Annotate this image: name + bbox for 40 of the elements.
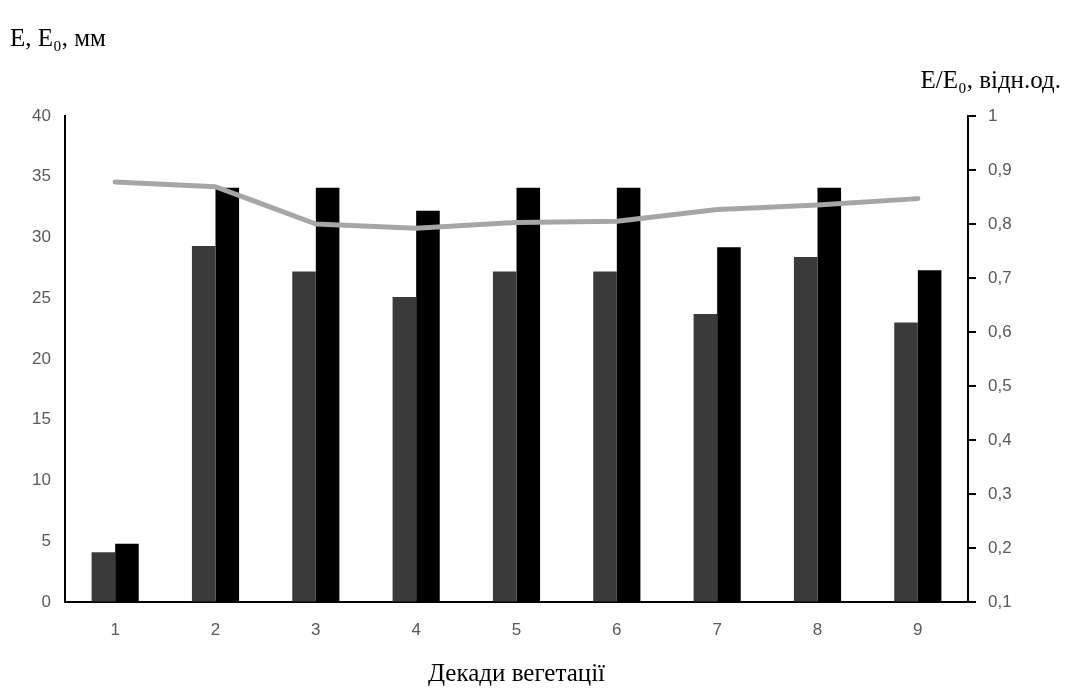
y2-tick-label: 0,4 (988, 429, 1012, 449)
y2-tick-label: 0,8 (988, 213, 1012, 233)
y2-tick-label: 0,5 (988, 375, 1012, 395)
y-tick-label: 0 (41, 591, 51, 611)
x-tick-label: 5 (511, 619, 522, 639)
y2-tick-label: 0,9 (988, 159, 1012, 179)
y-tick-label: 20 (32, 348, 51, 368)
bar (292, 271, 316, 602)
bar (492, 271, 517, 602)
y2-axis-title: E/E₀, відн.од. (920, 66, 1061, 94)
y-tick-label: 10 (32, 470, 51, 490)
y-tick-label: 35 (32, 166, 51, 186)
bar (392, 297, 417, 602)
y-axis-title: E, E₀, мм (10, 24, 106, 52)
bar (191, 246, 216, 602)
y-tick-label: 40 (32, 105, 51, 125)
x-tick-label: 3 (311, 619, 321, 639)
x-tick-label: 9 (913, 619, 923, 639)
x-tick-label: 1 (110, 619, 120, 639)
x-tick-label: 8 (812, 619, 823, 639)
x-tick-label: 2 (210, 619, 221, 639)
y2-tick-label: 0,2 (988, 537, 1012, 557)
y2-tick-label: 0,7 (988, 267, 1012, 287)
bar (693, 314, 718, 602)
x-tick-label: 7 (712, 619, 722, 639)
y-tick-label: 15 (32, 409, 51, 429)
bar (894, 322, 918, 602)
y2-tick-label: 0,6 (988, 321, 1012, 341)
y2-tick-label: 0,3 (988, 483, 1012, 503)
y2-tick-label: 1 (988, 105, 998, 125)
bar (793, 256, 818, 602)
y2-tick-label: 0,1 (988, 591, 1012, 611)
y-tick-label: 25 (32, 287, 51, 307)
x-axis-title: Декади вегетації (427, 658, 606, 686)
bar (593, 271, 617, 602)
x-tick-label: 4 (411, 619, 421, 639)
x-tick-label: 6 (612, 619, 622, 639)
y-tick-label: 5 (41, 530, 51, 550)
bar (91, 552, 116, 602)
y-tick-label: 30 (32, 227, 51, 247)
